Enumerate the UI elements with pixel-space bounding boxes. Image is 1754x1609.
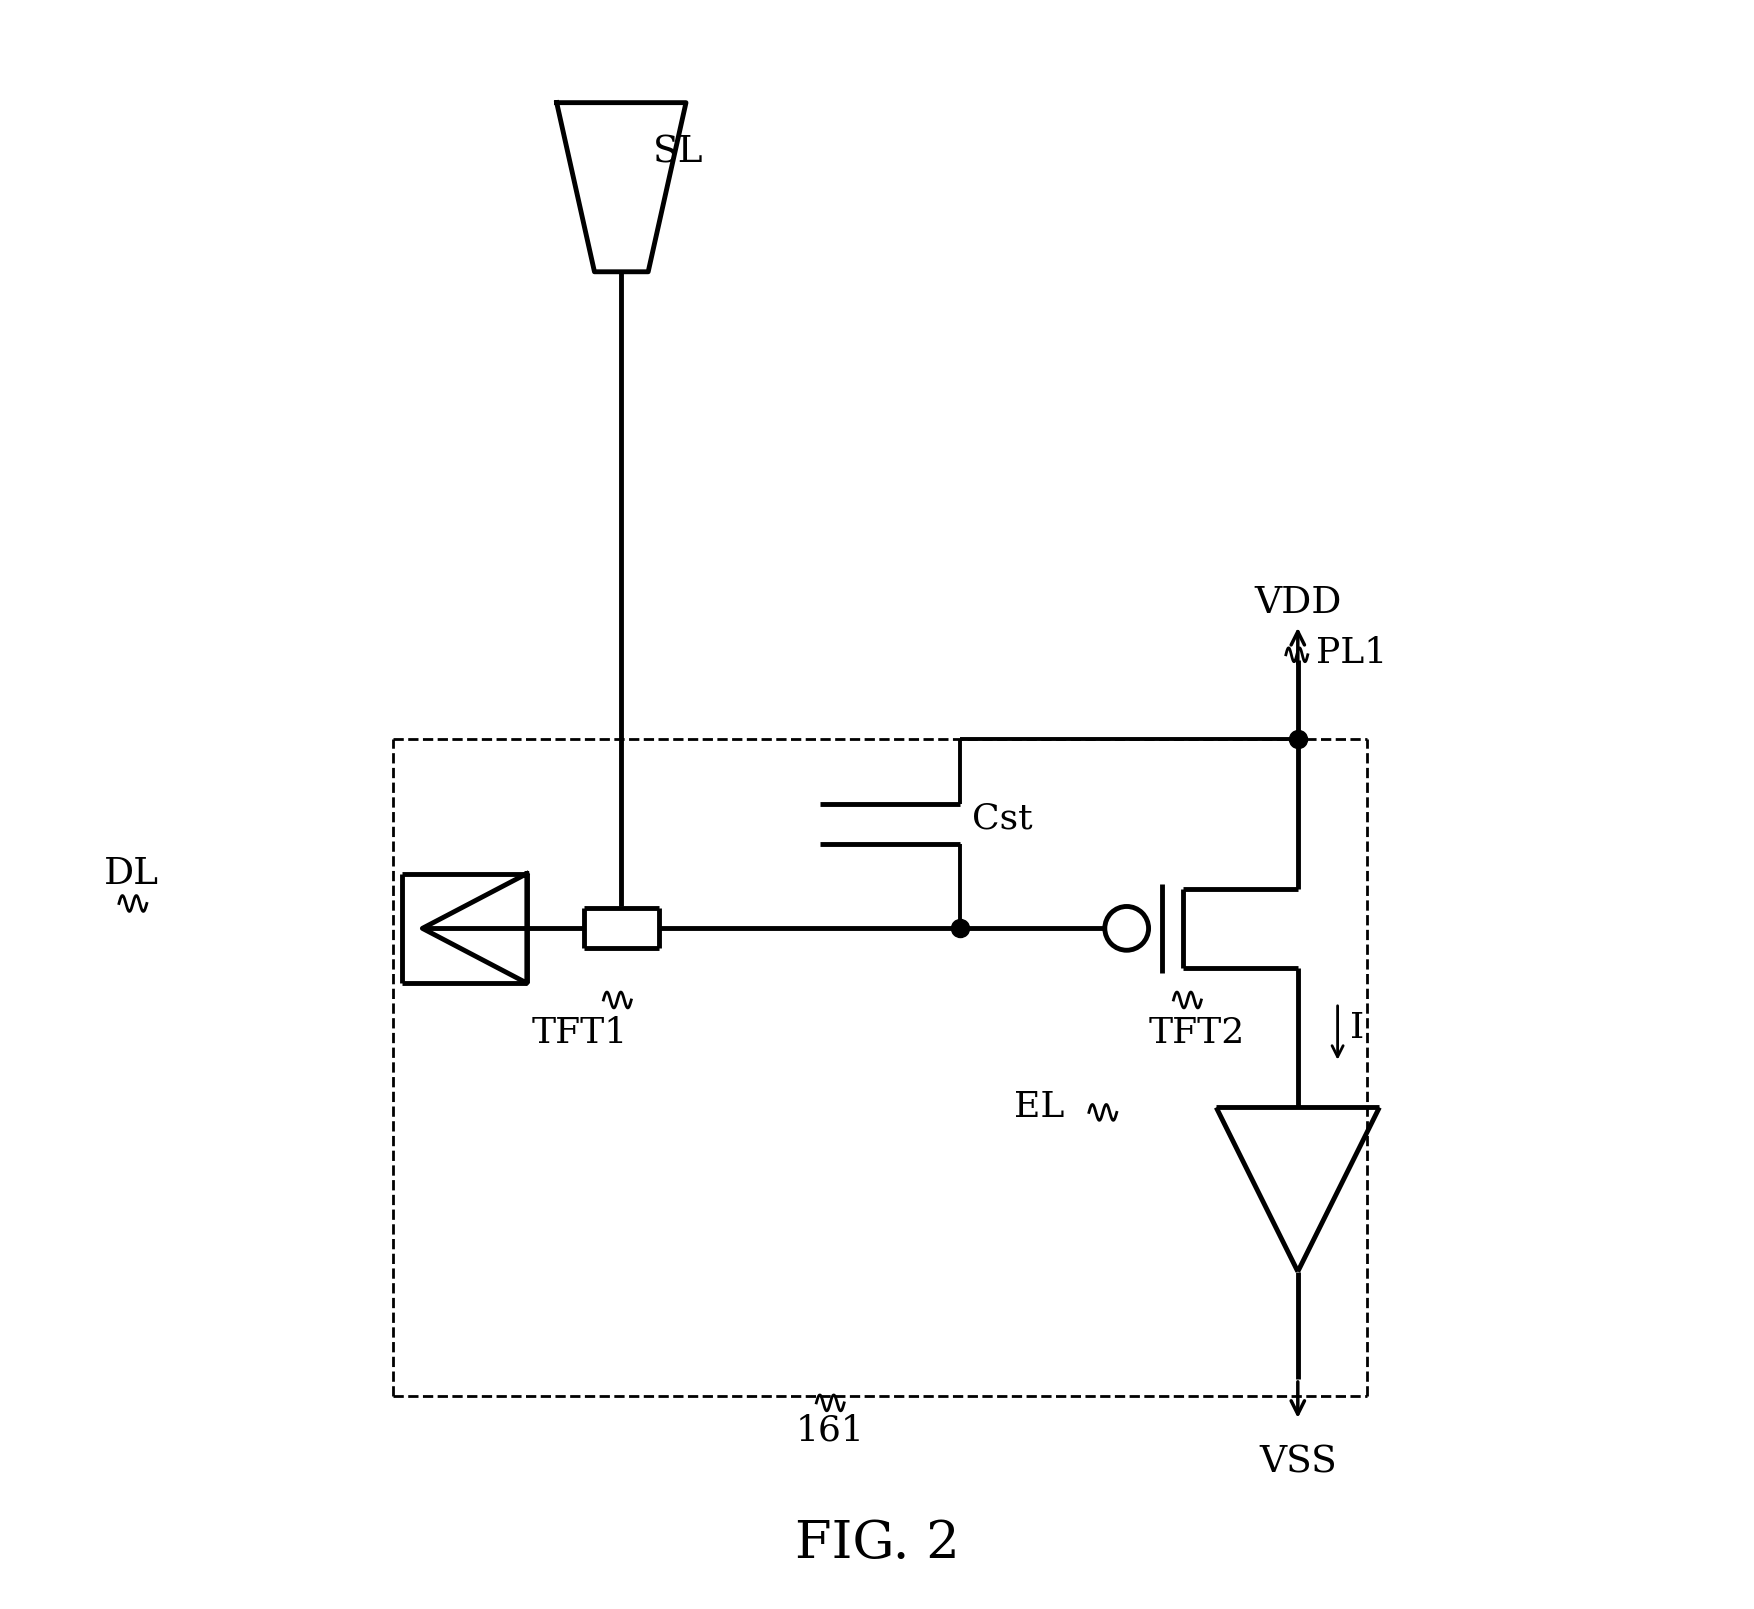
Text: VDD: VDD [1254, 586, 1342, 621]
Text: EL: EL [1014, 1091, 1065, 1125]
Text: 161: 161 [796, 1414, 865, 1448]
Text: TFT1: TFT1 [531, 1015, 628, 1049]
Text: SL: SL [652, 135, 703, 171]
Text: Cst: Cst [972, 801, 1031, 837]
Text: DL: DL [103, 856, 160, 891]
Text: VSS: VSS [1259, 1445, 1337, 1480]
Text: PL1: PL1 [1316, 636, 1387, 669]
Text: TFT2: TFT2 [1149, 1015, 1245, 1049]
Text: I: I [1349, 1010, 1365, 1044]
Text: FIG. 2: FIG. 2 [795, 1517, 959, 1569]
